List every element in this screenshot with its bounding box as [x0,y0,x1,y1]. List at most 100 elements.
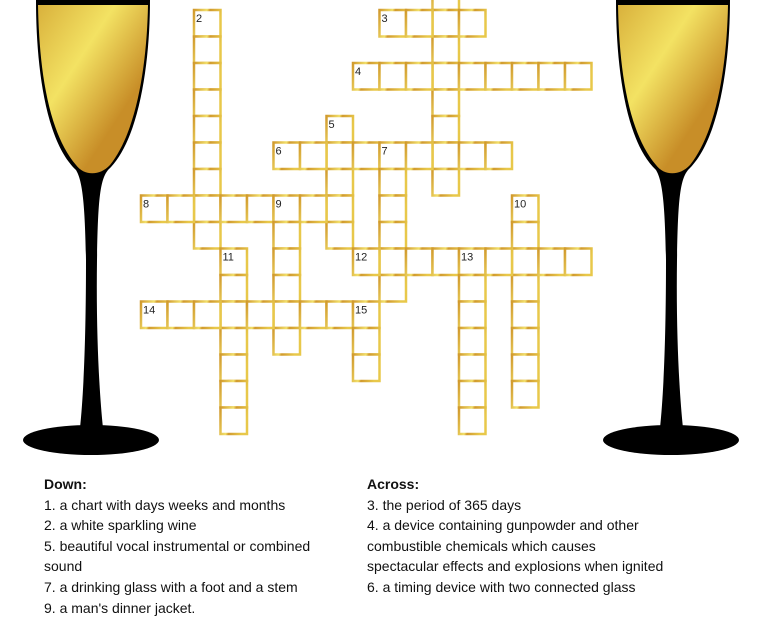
clue-number: 9 [276,199,282,211]
crossword-cell[interactable] [457,379,487,409]
crossword-grid: 2 3 4 5 6 7 8 9 10 11 12 13 14 15 [139,0,593,436]
crossword-cell[interactable] [378,61,408,91]
crossword-cell[interactable] [272,141,302,171]
crossword-cell[interactable] [510,61,540,91]
crossword-cell[interactable] [431,35,461,65]
crossword-cell[interactable] [245,194,275,224]
crossword-cell[interactable] [431,167,461,197]
crossword-cell[interactable] [219,194,249,224]
crossword-cell[interactable] [431,247,461,277]
crossword-cell[interactable] [457,406,487,436]
crossword-cell[interactable] [245,300,275,330]
clue-number: 10 [514,199,526,211]
crossword-cell[interactable] [192,61,222,91]
crossword-cell[interactable] [219,273,249,303]
crossword-cell[interactable] [219,300,249,330]
crossword-cell[interactable] [404,141,434,171]
crossword-cell[interactable] [404,8,434,38]
crossword-cell[interactable] [325,141,355,171]
crossword-cell[interactable] [378,194,408,224]
crossword-cell[interactable] [192,220,222,250]
crossword-cell[interactable] [272,300,302,330]
crossword-cell[interactable] [325,194,355,224]
down-clue: 7. a drinking glass with a foot and a st… [44,578,298,595]
crossword-cell[interactable] [325,300,355,330]
crossword-cell[interactable] [219,353,249,383]
crossword-cell[interactable] [431,88,461,118]
crossword-cell[interactable] [192,114,222,144]
crossword-cell[interactable] [378,247,408,277]
crossword-cell[interactable] [510,247,540,277]
crossword-cell[interactable] [431,61,461,91]
crossword-cell[interactable] [378,220,408,250]
crossword-cell[interactable] [298,300,328,330]
crossword-cell[interactable] [537,247,567,277]
crossword-cell[interactable] [378,8,408,38]
crossword-cell[interactable] [192,167,222,197]
crossword-cell[interactable] [298,194,328,224]
crossword-cell[interactable] [510,273,540,303]
crossword-cell[interactable] [325,167,355,197]
crossword-cell[interactable] [457,273,487,303]
crossword-cell[interactable] [510,220,540,250]
crossword-cell[interactable] [166,300,196,330]
crossword-cell[interactable] [484,141,514,171]
crossword-cell[interactable] [510,353,540,383]
down-heading: Down: [44,476,87,492]
crossword-cell[interactable] [219,326,249,356]
crossword-cell[interactable] [298,141,328,171]
crossword-cell[interactable] [510,326,540,356]
crossword-cell[interactable] [351,141,381,171]
crossword-cell[interactable] [272,326,302,356]
crossword-cell[interactable] [166,194,196,224]
crossword-cell[interactable] [563,247,593,277]
crossword-cell[interactable] [272,247,302,277]
crossword-cell[interactable] [404,247,434,277]
crossword-cell[interactable] [351,353,381,383]
crossword-cell[interactable] [272,273,302,303]
clue-number: 13 [461,252,473,264]
crossword-cell[interactable] [431,141,461,171]
crossword-cell[interactable] [563,61,593,91]
crossword-cell[interactable] [351,247,381,277]
across-clue: 3. the period of 365 days [367,496,522,513]
crossword-cell[interactable] [192,141,222,171]
clue-number: 11 [223,252,234,264]
crossword-artwork: 2 3 4 5 6 7 8 9 10 11 12 13 14 15 [23,0,739,455]
crossword-cell[interactable] [510,379,540,409]
clue-number: 6 [276,146,282,158]
crossword-cell[interactable] [510,300,540,330]
crossword-cell[interactable] [457,61,487,91]
crossword-cell[interactable] [325,114,355,144]
crossword-cell[interactable] [192,88,222,118]
left-champagne-glass-icon [23,0,159,455]
crossword-cell[interactable] [457,141,487,171]
crossword-cell[interactable] [192,35,222,65]
down-clue: 2. a white sparkling wine [44,517,197,534]
crossword-cell[interactable] [404,61,434,91]
crossword-cell[interactable] [431,0,461,12]
crossword-cell[interactable] [351,61,381,91]
crossword-cell[interactable] [457,353,487,383]
crossword-cell[interactable] [219,406,249,436]
across-clue: 6. a timing device with two connected gl… [367,578,636,595]
crossword-cell[interactable] [192,194,222,224]
crossword-cell[interactable] [272,220,302,250]
crossword-cell[interactable] [192,300,222,330]
down-clue: 1. a chart with days weeks and months [44,496,286,513]
clue-number: 12 [355,252,367,264]
crossword-cell[interactable] [219,379,249,409]
crossword-cell[interactable] [457,326,487,356]
crossword-cell[interactable] [378,167,408,197]
crossword-cell[interactable] [484,61,514,91]
crossword-cell[interactable] [431,114,461,144]
crossword-cell[interactable] [484,247,514,277]
crossword-cell[interactable] [537,61,567,91]
crossword-cell[interactable] [351,326,381,356]
crossword-cell[interactable] [431,8,461,38]
crossword-cell[interactable] [378,273,408,303]
crossword-cell[interactable] [272,194,302,224]
crossword-cell[interactable] [325,220,355,250]
crossword-cell[interactable] [457,8,487,38]
crossword-cell[interactable] [457,300,487,330]
